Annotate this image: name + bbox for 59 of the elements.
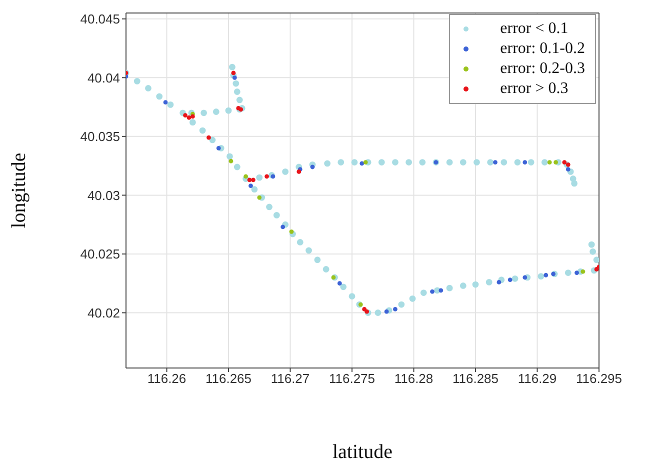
- y-tick-label: 40.035: [80, 129, 120, 144]
- point: [310, 164, 315, 170]
- point: [206, 135, 211, 140]
- x-tick-label: 116.265: [205, 371, 252, 386]
- y-tick-label: 40.03: [87, 188, 120, 203]
- legend-label: error: 0.1-0.2: [500, 40, 585, 58]
- point: [257, 195, 262, 200]
- x-tick-label: 116.275: [328, 371, 376, 386]
- y-axis-title: longitude: [8, 152, 30, 228]
- y-tick-label: 40.04: [87, 70, 120, 86]
- x-tick-label: 116.27: [270, 371, 310, 386]
- point: [438, 288, 444, 293]
- y-tick-label: 40.025: [80, 246, 120, 262]
- point: [183, 113, 188, 118]
- x-tick-label: 116.26: [147, 371, 186, 386]
- point: [544, 272, 548, 278]
- legend-label: error > 0.3: [500, 80, 568, 98]
- point: [594, 267, 599, 272]
- point: [244, 174, 248, 179]
- point: [522, 275, 528, 280]
- point: [430, 289, 434, 294]
- point: [562, 160, 567, 164]
- point: [186, 115, 192, 120]
- x-tick-label: 116.28: [394, 371, 434, 386]
- point: [496, 280, 502, 284]
- point: [566, 167, 570, 172]
- point: [264, 174, 269, 179]
- point: [574, 270, 579, 275]
- point: [232, 75, 237, 80]
- x-tick-label: 116.285: [452, 371, 499, 386]
- point: [547, 160, 552, 164]
- point: [393, 307, 398, 312]
- point: [580, 269, 586, 274]
- legend-label: error: 0.2-0.3: [500, 60, 585, 78]
- y-tick-label: 40.02: [87, 305, 120, 320]
- point: [190, 114, 195, 119]
- point: [289, 229, 294, 234]
- point: [228, 158, 234, 164]
- point: [236, 106, 241, 110]
- point: [231, 70, 236, 76]
- point: [508, 278, 512, 282]
- point: [554, 160, 558, 164]
- point: [384, 309, 389, 314]
- point: [280, 224, 286, 230]
- point: [337, 281, 342, 286]
- x-axis-title: latitude: [332, 441, 393, 463]
- y-tick-label: 40.045: [80, 11, 120, 26]
- point: [522, 160, 528, 164]
- point: [251, 178, 256, 182]
- x-tick-label: 116.295: [576, 371, 622, 386]
- point: [362, 307, 367, 312]
- point: [360, 161, 364, 166]
- point: [163, 100, 168, 105]
- point: [248, 184, 253, 188]
- point: [216, 146, 221, 150]
- point: [493, 160, 498, 164]
- legend-label: error < 0.1: [500, 20, 568, 38]
- point: [363, 160, 368, 164]
- x-tick-label: 116.29: [518, 371, 557, 386]
